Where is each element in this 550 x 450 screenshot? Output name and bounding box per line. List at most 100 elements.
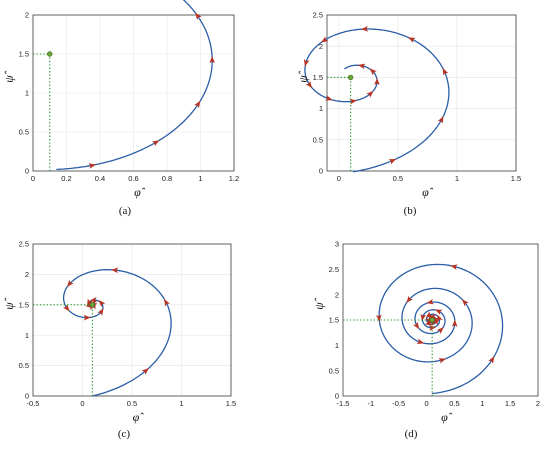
panel-label: (a) xyxy=(119,205,132,217)
x-tick-label: 1 xyxy=(179,399,183,408)
direction-arrow xyxy=(451,319,458,327)
y-tick-label: 2 xyxy=(25,11,29,20)
y-tick-label: 2.5 xyxy=(329,265,339,274)
direction-arrow xyxy=(437,314,443,323)
direction-arrow xyxy=(436,327,444,334)
y-tick-label: 1.5 xyxy=(19,300,29,309)
direction-arrow xyxy=(462,299,469,307)
direction-arrow xyxy=(420,313,427,322)
x-tick-label: 0.2 xyxy=(61,174,71,183)
y-tick-label: 0 xyxy=(319,167,323,176)
axes-frame xyxy=(342,243,539,397)
axes-frame xyxy=(326,14,517,172)
x-tick-label: 0 xyxy=(424,399,428,408)
x-axis-label: φ̂ xyxy=(133,410,145,424)
y-tick-label: 1 xyxy=(25,331,29,340)
y-tick-label: 3 xyxy=(335,240,339,249)
x-tick-label: 0 xyxy=(31,174,35,183)
direction-arrow xyxy=(325,95,333,101)
start-point-guide xyxy=(343,319,433,396)
direction-arrow xyxy=(366,91,374,98)
direction-arrow xyxy=(305,80,313,89)
direction-arrow xyxy=(209,56,216,64)
panel-label: (d) xyxy=(405,428,418,440)
x-tick-label: 1.5 xyxy=(226,399,236,408)
x-tick-label: -0.5 xyxy=(392,399,405,408)
y-tick-label: 1 xyxy=(25,89,29,98)
start-point-marker xyxy=(429,317,435,323)
y-tick-label: 1 xyxy=(319,104,323,113)
direction-arrow xyxy=(369,68,377,76)
direction-arrow xyxy=(374,78,380,86)
direction-arrow xyxy=(437,116,444,124)
start-point-marker xyxy=(89,302,96,308)
panel-d: -1.5 -1 -0.5 0 0.5 1 1.5 2 0 0.5 1 1.5 2 2.5 3 φ̂ ψ̂ (d) xyxy=(312,240,540,440)
y-tick-label: 1 xyxy=(335,341,339,350)
x-tick-label: 1 xyxy=(480,399,484,408)
start-point-guide xyxy=(327,76,352,171)
direction-arrow xyxy=(388,158,397,165)
y-tick-label: 0.5 xyxy=(19,128,29,137)
start-point-marker xyxy=(47,51,53,57)
y-tick-label: 2 xyxy=(335,290,339,299)
y-tick-label: 2.5 xyxy=(313,11,323,20)
y-tick-label: 0 xyxy=(25,392,29,401)
x-tick-label: 0.5 xyxy=(393,174,403,183)
direction-arrow xyxy=(413,321,420,330)
x-tick-label: 0.5 xyxy=(127,399,137,408)
direction-arrow xyxy=(88,163,96,169)
x-tick-label: 2 xyxy=(536,399,540,408)
x-tick-label: 0.5 xyxy=(449,399,459,408)
y-axis-label: ψ̂ xyxy=(312,297,326,309)
panel-label: (c) xyxy=(118,428,131,440)
x-tick-label: -1.5 xyxy=(337,399,350,408)
y-tick-label: 0.5 xyxy=(19,361,29,370)
direction-arrow xyxy=(428,325,437,331)
x-tick-label: -0.5 xyxy=(27,399,40,408)
x-tick-label: -1 xyxy=(368,399,375,408)
y-tick-label: 0 xyxy=(25,167,29,176)
direction-arrow xyxy=(406,295,413,303)
direction-arrow xyxy=(83,314,91,321)
x-tick-label: 1.5 xyxy=(511,174,521,183)
x-tick-label: 0.8 xyxy=(162,174,172,183)
axes-frame xyxy=(32,14,235,172)
direction-arrow xyxy=(488,356,495,364)
y-tick-label: 2.5 xyxy=(19,240,29,249)
trajectory-line xyxy=(56,0,213,171)
direction-arrow xyxy=(67,279,74,287)
x-tick-label: 1.5 xyxy=(505,399,515,408)
x-axis-label: φ̂ xyxy=(422,185,434,199)
direction-arrow xyxy=(89,297,98,303)
direction-arrow xyxy=(408,37,416,43)
trajectory-line xyxy=(62,269,172,397)
direction-arrow xyxy=(357,63,366,70)
panel-c: -0.5 0 0.5 1 1.500.511.522.5φ̂ψ̂(c) xyxy=(2,240,236,440)
start-point-guide xyxy=(33,53,51,171)
y-tick-label: 0.5 xyxy=(329,366,339,375)
y-tick-label: 0.5 xyxy=(313,135,323,144)
direction-arrow xyxy=(450,264,458,270)
direction-arrow xyxy=(426,298,434,305)
x-tick-label: 1.2 xyxy=(229,174,239,183)
y-axis-label: ψ̂ xyxy=(296,70,310,82)
direction-arrow xyxy=(98,300,106,308)
direction-arrow xyxy=(416,338,425,345)
start-point-guide xyxy=(33,304,93,396)
start-point-marker xyxy=(347,74,354,81)
direction-arrow xyxy=(194,100,201,109)
direction-arrow xyxy=(111,267,119,274)
y-axis-label: ψ̂ xyxy=(2,297,16,309)
direction-arrow xyxy=(434,309,443,315)
direction-arrow xyxy=(62,304,70,312)
x-tick-label: 1 xyxy=(198,174,202,183)
direction-arrow xyxy=(141,367,149,375)
y-axis-label: ψ̂ xyxy=(2,70,16,82)
y-tick-label: 2 xyxy=(319,42,323,51)
panel-a: 0 0.2 0.4 0.6 0.8 1 1.2 0 0.5 1 1.5 2 φ̂ ψ̂ (a) xyxy=(2,0,239,217)
y-tick-label: 1.5 xyxy=(313,73,323,82)
direction-arrow xyxy=(97,308,104,316)
y-tick-label: 0 xyxy=(335,392,339,401)
direction-arrow xyxy=(349,98,357,105)
